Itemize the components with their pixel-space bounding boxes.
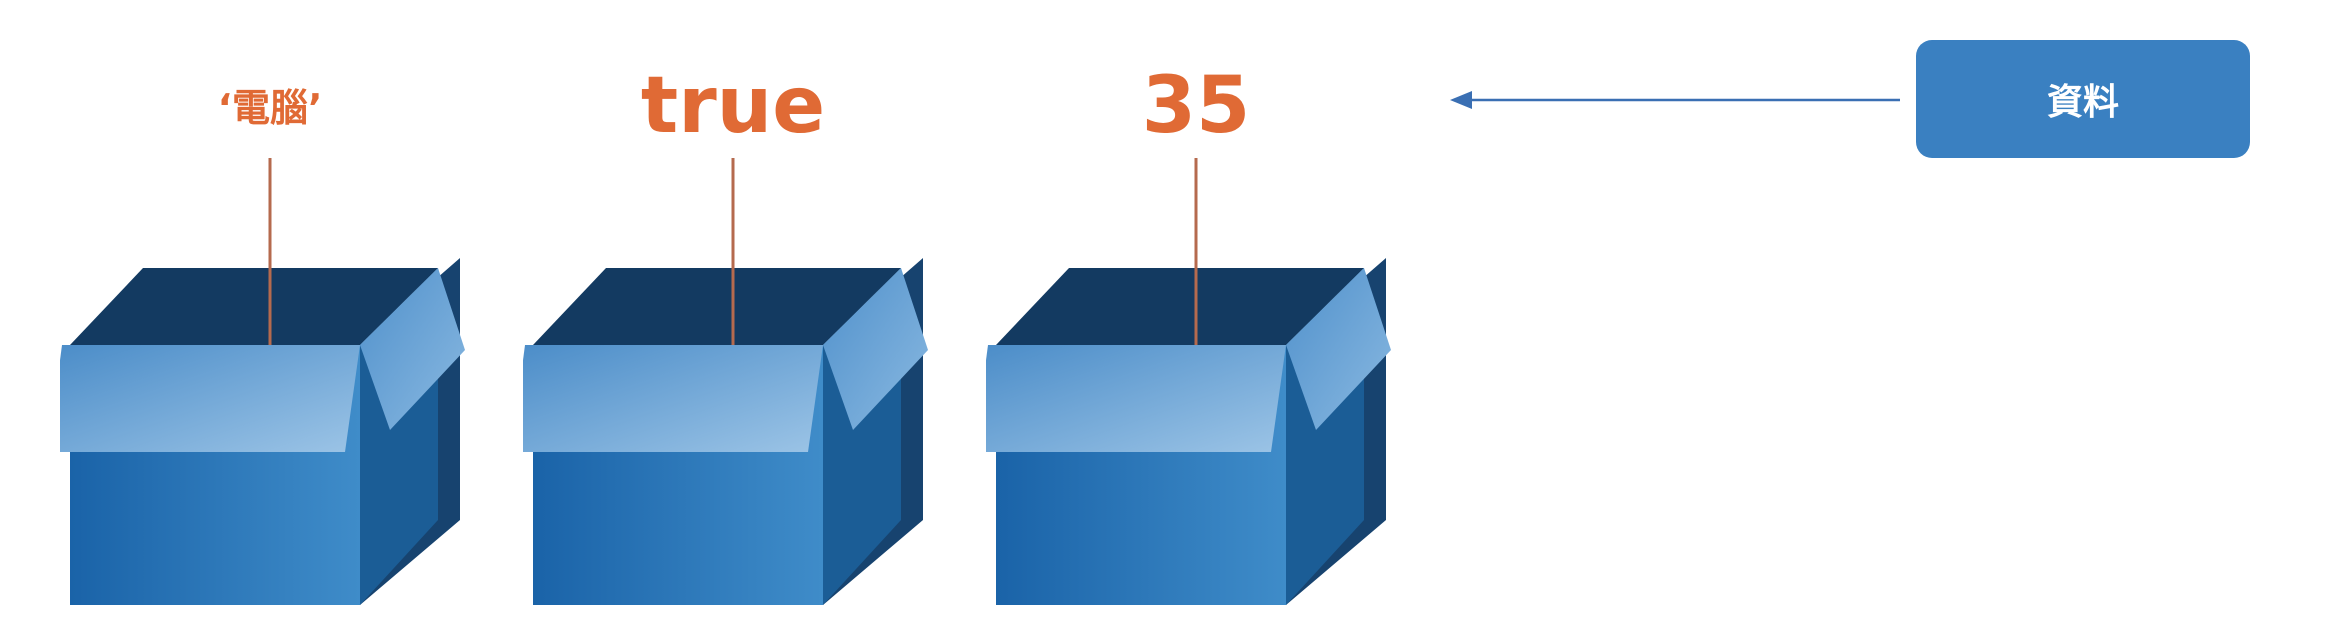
box-label-boolean: true: [640, 61, 826, 151]
arrow-left-icon: [1450, 91, 1900, 109]
open-box-icon: [60, 158, 465, 605]
open-box-icon: [986, 158, 1391, 605]
box-label-number: 35: [1141, 61, 1251, 151]
data-button[interactable]: 資料: [1916, 40, 2250, 158]
open-box-icon: [523, 158, 928, 605]
box-label-string: ‘電腦’: [217, 86, 323, 130]
data-box-boolean: true: [523, 0, 943, 634]
data-box-number: 35: [986, 0, 1406, 634]
data-box-string: ‘電腦’: [60, 0, 480, 634]
